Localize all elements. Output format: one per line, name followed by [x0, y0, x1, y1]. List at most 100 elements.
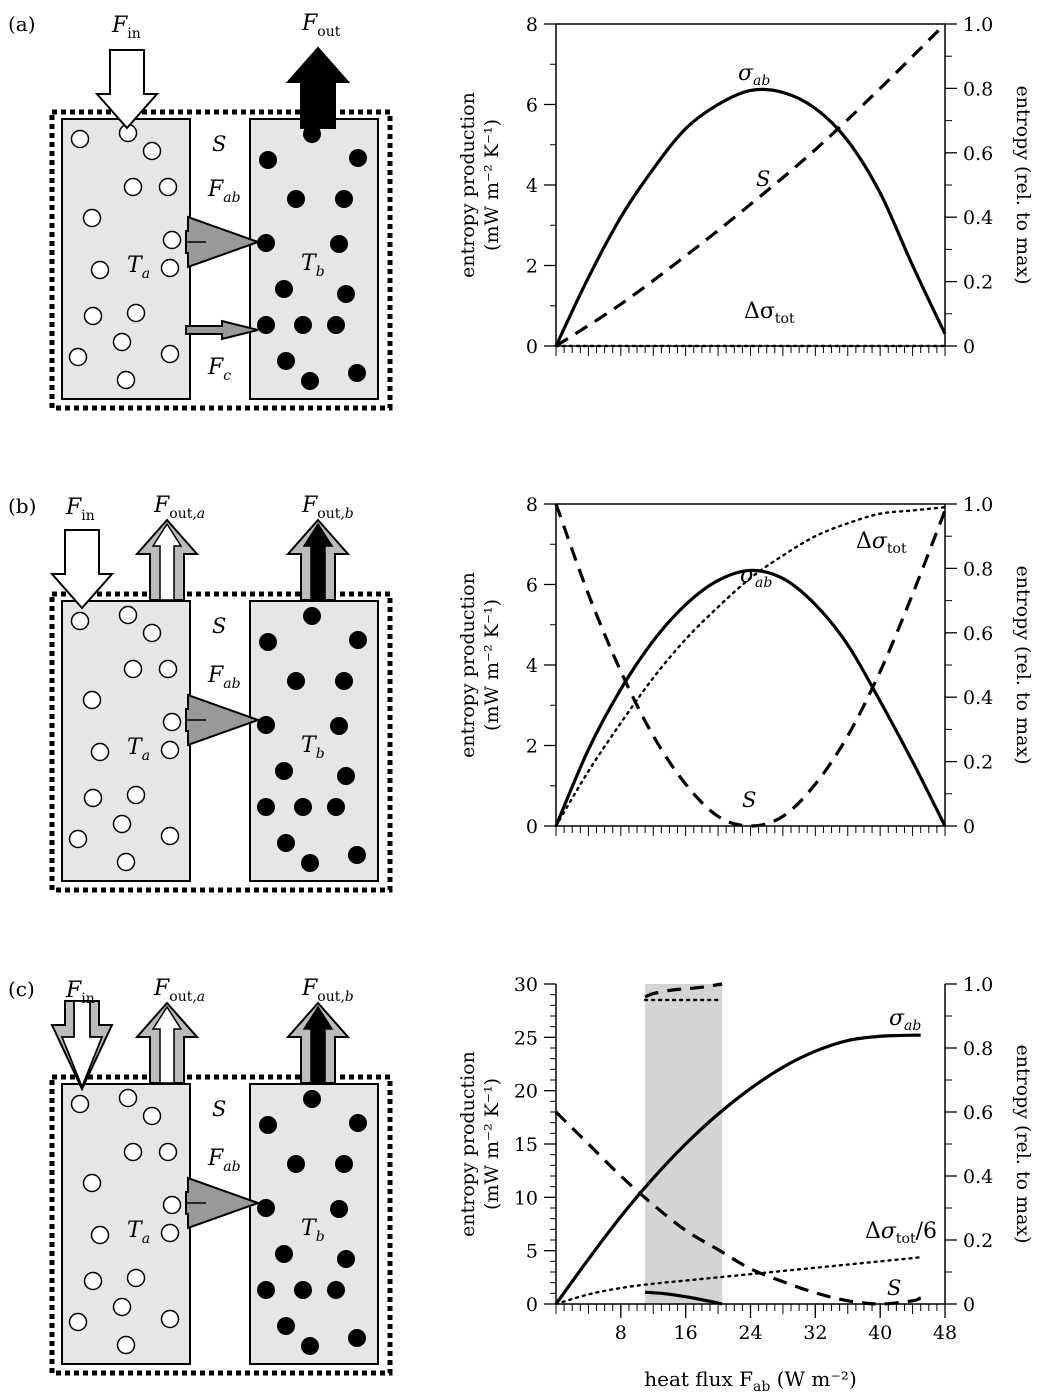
flux-out-arrow-icon	[285, 46, 351, 129]
cold-particle	[123, 1142, 143, 1162]
flux-ab-label: Fab	[207, 1146, 241, 1175]
y-left-tick-label: 2	[526, 256, 538, 278]
cold-particle	[116, 1335, 136, 1355]
y-right-tick-label: 0.8	[963, 78, 993, 100]
cold-particle	[142, 623, 162, 643]
cold-particle	[83, 788, 103, 808]
y-right-axis-title: entropy (rel. to max)	[1012, 565, 1034, 764]
y-right-tick-label: 0.2	[963, 272, 993, 294]
x-tick-label: 8	[615, 1322, 627, 1344]
y-right-tick-label: 0.4	[963, 687, 993, 709]
box-a-temp-label: Ta	[127, 1218, 150, 1247]
cold-particle	[68, 829, 88, 849]
cold-particle	[116, 852, 136, 872]
cold-particle	[68, 1312, 88, 1332]
flux-in-label: Fin	[65, 978, 95, 1007]
warm-particle	[348, 364, 366, 382]
cold-particle	[112, 1297, 132, 1317]
system-entropy-label: S	[212, 1097, 226, 1121]
warm-particle	[303, 607, 321, 625]
y-right-tick-label: 0.6	[963, 1102, 993, 1124]
warm-particle	[337, 767, 355, 785]
cold-particle	[142, 141, 162, 161]
cold-particle	[70, 129, 90, 149]
delta-sigma-tot-label: Δσtot	[856, 529, 907, 557]
warm-particle	[301, 854, 319, 872]
warm-particle	[327, 316, 345, 334]
flux-out-b-label: Fout,b	[301, 976, 354, 1005]
system-boundary	[49, 591, 393, 893]
cold-particle	[160, 344, 180, 364]
cold-particle	[126, 785, 146, 805]
flux-c-label: Fc	[207, 355, 231, 384]
warm-particle	[337, 285, 355, 303]
cold-particle	[112, 332, 132, 352]
chart-2: 0 2 4 6 8 0 0.2 0.4 0.6 0.8 1.0 entropy production(…	[457, 494, 1034, 838]
warm-particle	[259, 1116, 277, 1134]
cold-particle	[126, 1268, 146, 1288]
y-left-tick-label: 25	[514, 1027, 538, 1049]
warm-particle	[294, 798, 312, 816]
flux-out-inner-arrow-icon	[151, 522, 183, 601]
warm-particle	[337, 1250, 355, 1268]
panel-label: (a)	[8, 12, 36, 36]
box-a-temp-label: Ta	[127, 735, 150, 764]
warm-particle	[287, 672, 305, 690]
cold-particle	[83, 306, 103, 326]
y-left-tick-label: 6	[526, 95, 538, 117]
flux-in-label: Fin	[111, 13, 141, 42]
x-tick-label: 40	[868, 1322, 892, 1344]
flux-ab-arrow-icon	[185, 1176, 261, 1230]
chart-1: 0 2 4 6 8 0 0.2 0.4 0.6 0.8 1.0 entropy production(…	[457, 14, 1034, 358]
flux-out-a-label: Fout,a	[153, 976, 205, 1005]
cold-particle	[83, 1271, 103, 1291]
flux-in-label: Fin	[65, 495, 95, 524]
warm-particle	[327, 798, 345, 816]
cold-particle	[70, 611, 90, 631]
flux-ab-label: Fab	[207, 177, 241, 206]
cold-particle	[142, 1106, 162, 1126]
x-tick-label: 16	[674, 1322, 698, 1344]
warm-particle	[259, 151, 277, 169]
cold-particle	[90, 1225, 110, 1245]
y-right-axis-title: entropy (rel. to max)	[1012, 85, 1034, 284]
cold-particle	[160, 258, 180, 278]
warm-particle	[335, 190, 353, 208]
flux-c-arrow-icon	[185, 319, 259, 341]
warm-particle	[257, 234, 275, 252]
series-line-tot	[554, 506, 947, 828]
warm-particle	[287, 190, 305, 208]
sigma-ab-label: σab	[738, 61, 770, 89]
y-right-tick-label: 0.4	[963, 207, 993, 229]
warm-particle	[349, 149, 367, 167]
y-left-tick-label: 8	[526, 494, 538, 516]
warm-particle	[275, 1245, 293, 1263]
warm-particle	[294, 1281, 312, 1299]
warm-particle	[259, 633, 277, 651]
y-right-tick-label: 0.8	[963, 558, 993, 580]
y-right-tick-label: 1.0	[963, 494, 993, 516]
cold-particle	[158, 659, 178, 679]
x-tick-label: 32	[803, 1322, 827, 1344]
box-b-temp-label: Tb	[301, 1216, 325, 1245]
delta-sigma-tot-label: Δσtot	[744, 299, 795, 327]
warm-particle	[294, 316, 312, 334]
y-left-tick-label: 0	[526, 816, 538, 838]
cold-particle	[158, 177, 178, 197]
flux-ab-label: Fab	[207, 663, 241, 692]
cold-particle	[160, 1223, 180, 1243]
y-left-tick-label: 8	[526, 14, 538, 36]
y-right-tick-label: 0	[963, 1294, 975, 1316]
warm-particle	[330, 235, 348, 253]
warm-particle	[275, 280, 293, 298]
system-boundary	[49, 109, 393, 411]
warm-particle	[277, 352, 295, 370]
y-right-tick-label: 0.6	[963, 143, 993, 165]
warm-particle	[257, 716, 275, 734]
y-left-tick-label: 0	[526, 336, 538, 358]
entropy-s-label: S	[742, 788, 756, 812]
cold-particle	[116, 370, 136, 390]
flux-ab-arrow-icon	[185, 693, 261, 747]
y-right-tick-label: 1.0	[963, 974, 993, 996]
